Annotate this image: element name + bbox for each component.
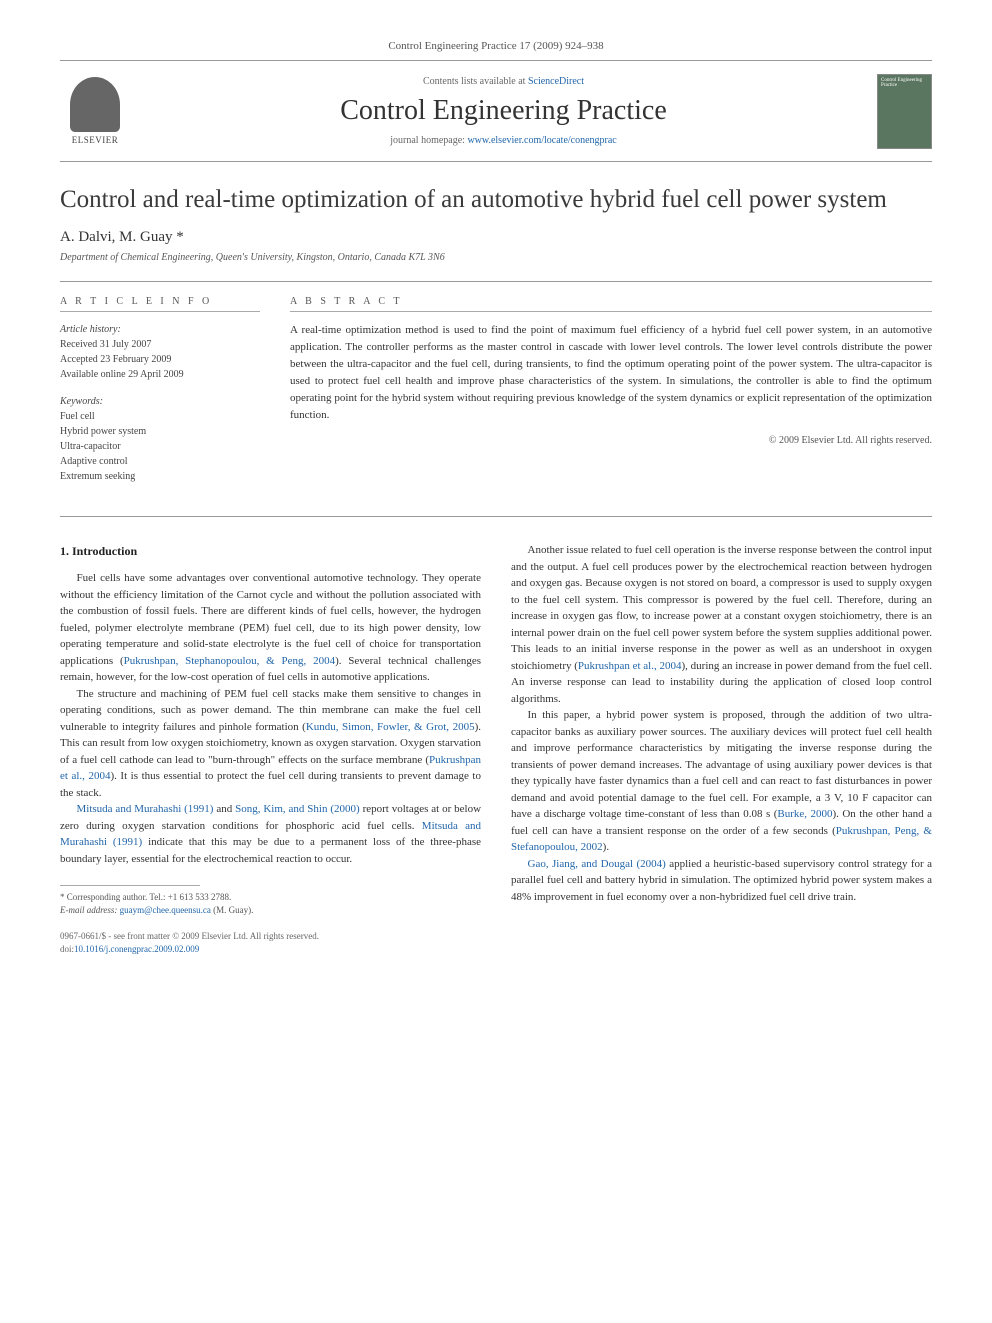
corresponding-author-footnote: * Corresponding author. Tel.: +1 613 533… [60,891,481,916]
keyword-item: Extremum seeking [60,469,260,484]
keyword-item: Adaptive control [60,454,260,469]
homepage-line: journal homepage: www.elsevier.com/locat… [130,135,877,146]
email-label: E-mail address: [60,905,120,915]
corr-author-line: * Corresponding author. Tel.: +1 613 533… [60,891,481,904]
citation-link[interactable]: Kundu, Simon, Fowler, & Grot, 2005 [306,721,475,733]
divider [60,281,932,282]
article-info-heading: A R T I C L E I N F O [60,296,260,312]
divider [60,516,932,517]
keyword-item: Hybrid power system [60,424,260,439]
text-run: ). [603,841,609,853]
paragraph: Gao, Jiang, and Dougal (2004) applied a … [511,856,932,906]
article-info-column: A R T I C L E I N F O Article history: R… [60,296,260,496]
received-date: Received 31 July 2007 [60,337,260,352]
doi-label: doi: [60,944,74,954]
citation-link[interactable]: Mitsuda and Murahashi (1991) [77,803,214,815]
journal-cover-thumbnail: Control Engineering Practice [877,74,932,149]
article-history-block: Article history: Received 31 July 2007 A… [60,322,260,382]
page-footer: 0967-0661/$ - see front matter © 2009 El… [60,930,932,955]
text-run: and [213,803,235,815]
text-run: In this paper, a hybrid power system is … [511,709,932,820]
email-suffix: (M. Guay). [211,905,254,915]
text-run: Another issue related to fuel cell opera… [511,544,932,672]
footnote-separator [60,885,200,886]
paragraph: Another issue related to fuel cell opera… [511,542,932,707]
history-label: Article history: [60,322,260,337]
text-run: ). It is thus essential to protect the f… [60,770,481,799]
journal-reference: Control Engineering Practice 17 (2009) 9… [60,40,932,52]
cover-label: Control Engineering Practice [878,75,931,92]
keyword-item: Fuel cell [60,409,260,424]
contents-prefix: Contents lists available at [423,76,528,87]
text-run: Fuel cells have some advantages over con… [60,572,481,667]
elsevier-tree-icon [70,77,120,132]
article-title: Control and real-time optimization of an… [60,184,932,215]
citation-link[interactable]: Burke, 2000 [777,808,832,820]
body-text-columns: 1. Introduction Fuel cells have some adv… [60,542,932,916]
keyword-item: Ultra-capacitor [60,439,260,454]
abstract-text: A real-time optimization method is used … [290,322,932,424]
publisher-logo: ELSEVIER [60,71,130,151]
doi-link[interactable]: 10.1016/j.conengprac.2009.02.009 [74,944,199,954]
abstract-column: A B S T R A C T A real-time optimization… [290,296,932,496]
doi-line: doi:10.1016/j.conengprac.2009.02.009 [60,943,932,956]
keywords-label: Keywords: [60,394,260,409]
homepage-prefix: journal homepage: [390,135,467,146]
section-1-heading: 1. Introduction [60,542,481,560]
paragraph: The structure and machining of PEM fuel … [60,686,481,802]
accepted-date: Accepted 23 February 2009 [60,352,260,367]
info-abstract-row: A R T I C L E I N F O Article history: R… [60,296,932,496]
publisher-name: ELSEVIER [72,135,119,145]
citation-link[interactable]: Gao, Jiang, and Dougal (2004) [528,858,666,870]
contents-available-line: Contents lists available at ScienceDirec… [130,76,877,87]
journal-name: Control Engineering Practice [130,95,877,127]
affiliation: Department of Chemical Engineering, Quee… [60,252,932,263]
issn-line: 0967-0661/$ - see front matter © 2009 El… [60,930,932,943]
journal-center-block: Contents lists available at ScienceDirec… [130,76,877,146]
paragraph: Fuel cells have some advantages over con… [60,570,481,686]
online-date: Available online 29 April 2009 [60,367,260,382]
abstract-copyright: © 2009 Elsevier Ltd. All rights reserved… [290,435,932,446]
email-link[interactable]: guaym@chee.queensu.ca [120,905,211,915]
abstract-heading: A B S T R A C T [290,296,932,312]
authors-line: A. Dalvi, M. Guay * [60,229,932,246]
sciencedirect-link[interactable]: ScienceDirect [528,76,584,87]
keywords-block: Keywords: Fuel cell Hybrid power system … [60,394,260,484]
paragraph: Mitsuda and Murahashi (1991) and Song, K… [60,801,481,867]
email-line: E-mail address: guaym@chee.queensu.ca (M… [60,904,481,917]
citation-link[interactable]: Pukrushpan, Stephanopoulou, & Peng, 2004 [124,655,335,667]
paragraph: In this paper, a hybrid power system is … [511,707,932,856]
citation-link[interactable]: Pukrushpan et al., 2004 [578,660,682,672]
citation-link[interactable]: Song, Kim, and Shin (2000) [235,803,360,815]
journal-header-box: ELSEVIER Contents lists available at Sci… [60,60,932,162]
journal-homepage-link[interactable]: www.elsevier.com/locate/conengprac [467,135,616,146]
